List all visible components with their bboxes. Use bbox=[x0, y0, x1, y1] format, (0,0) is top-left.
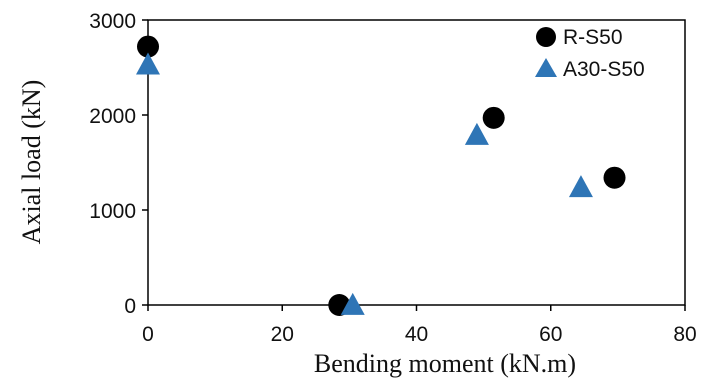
axis-ticks bbox=[142, 19, 686, 311]
y-tick-label: 0 bbox=[124, 295, 136, 318]
data-point-a30-s50 bbox=[340, 292, 365, 315]
data-point-r-s50 bbox=[482, 106, 505, 129]
x-tick-label: 40 bbox=[405, 323, 428, 346]
data-point-r-s50 bbox=[137, 35, 159, 58]
x-tick-label: 60 bbox=[539, 323, 562, 346]
axis-tick-labels: 0 20 40 60 80 0 1000 2000 3000 bbox=[89, 10, 696, 346]
y-tick-label: 3000 bbox=[89, 10, 136, 33]
x-tick-label: 0 bbox=[142, 323, 154, 346]
data-points bbox=[136, 35, 626, 316]
x-tick-label: 80 bbox=[673, 323, 696, 346]
y-tick-label: 2000 bbox=[89, 105, 136, 128]
data-point-r-s50 bbox=[603, 166, 626, 189]
y-tick-label: 1000 bbox=[89, 200, 136, 223]
x-axis-title: Bending moment (kN.m) bbox=[314, 349, 576, 378]
x-tick-label: 20 bbox=[271, 323, 294, 346]
legend: R-S50 A30-S50 bbox=[535, 26, 645, 81]
legend-label-a30-s50: A30-S50 bbox=[563, 58, 645, 81]
legend-marker-a30-s50 bbox=[535, 58, 557, 77]
y-axis-title: Axial load (kN) bbox=[17, 80, 46, 245]
data-point-a30-s50 bbox=[568, 175, 593, 198]
legend-marker-r-s50 bbox=[536, 27, 556, 47]
data-point-a30-s50 bbox=[464, 122, 489, 145]
legend-label-r-s50: R-S50 bbox=[563, 26, 623, 49]
data-point-a30-s50 bbox=[136, 52, 160, 75]
